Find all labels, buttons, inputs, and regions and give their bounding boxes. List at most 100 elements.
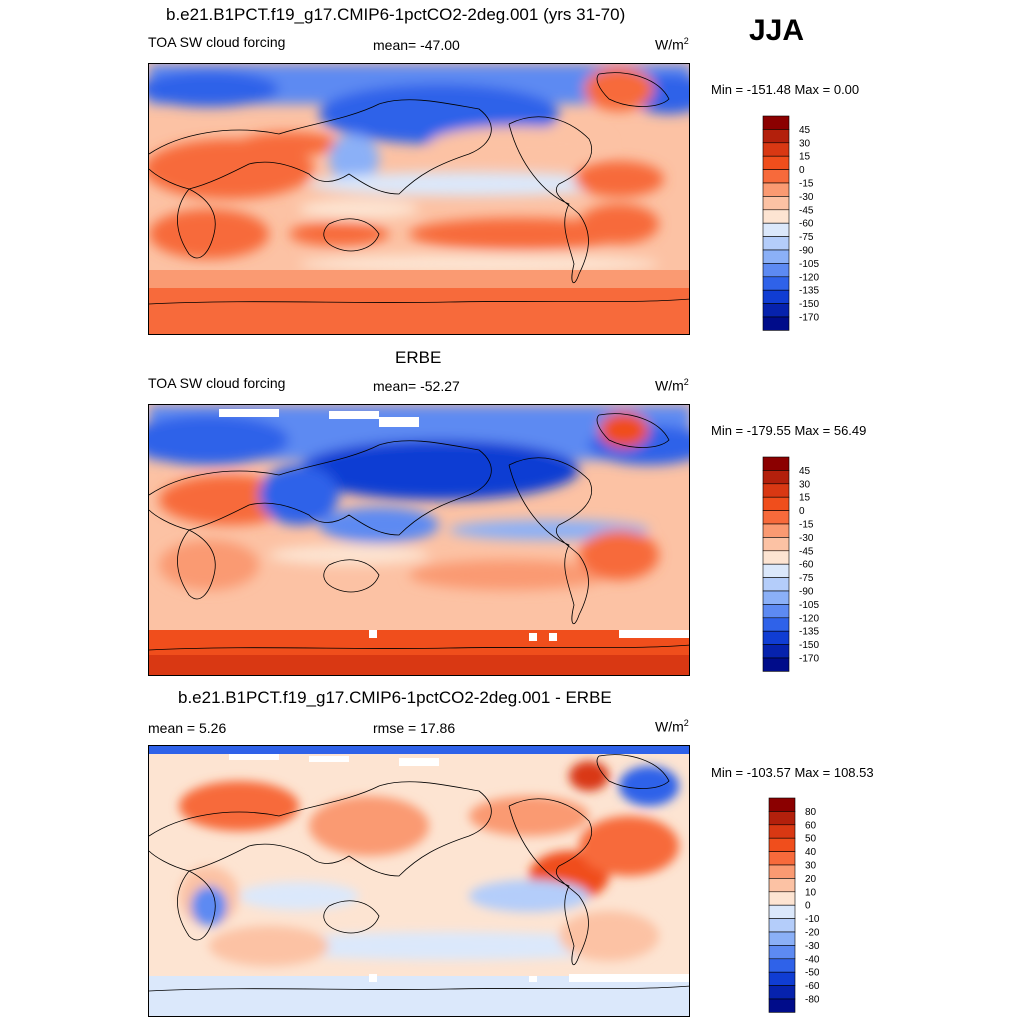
colorbar-swatch [762, 644, 790, 659]
panel-2-variable-label: TOA SW cloud forcing [148, 375, 286, 391]
colorbar-tick-label: -150 [799, 299, 819, 310]
colorbar-swatch [762, 196, 790, 211]
colorbar-tick-label: 45 [799, 125, 811, 136]
colorbar-swatch [768, 891, 796, 906]
panel-3-colorbar: 80 60 50 40 30 20 10 0 -10 -20 -30 -40 -50 -60 -80 [768, 797, 839, 1015]
colorbar-swatch [762, 496, 790, 511]
colorbar-tick-label: -30 [805, 941, 820, 952]
colorbar-svg: 45 30 15 0 -15 -30 -45 -60 -75 -90 -105 -120 -135 -15… [762, 115, 819, 331]
colorbar-tick-label: 30 [799, 479, 811, 490]
colorbar-swatch [762, 604, 790, 619]
colorbar-swatch [768, 851, 796, 866]
colorbar-swatch [762, 470, 790, 485]
colorbar-tick-label: -75 [799, 232, 814, 243]
colorbar-tick-label: 30 [805, 861, 817, 872]
colorbar-tick-label: -20 [805, 928, 820, 939]
colorbar-tick-label: -75 [799, 573, 814, 584]
colorbar-swatch [762, 236, 790, 251]
panel-2-title: ERBE [395, 348, 442, 367]
panel-1-title: b.e21.B1PCT.f19_g17.CMIP6-1pctCO2-2deg.0… [166, 5, 626, 24]
panel-1-variable-label: TOA SW cloud forcing [148, 34, 286, 50]
panel-2-minmax: Min = -179.55 Max = 56.49 [711, 423, 867, 438]
colorbar-swatch [768, 958, 796, 973]
colorbar-swatch [762, 550, 790, 565]
panel-2-mean-label: mean= -52.27 [373, 378, 460, 394]
colorbar-tick-label: 45 [799, 466, 811, 477]
colorbar-swatch [762, 289, 790, 304]
panel-3-units: W/m2 [655, 718, 689, 735]
colorbar-swatch [762, 563, 790, 578]
colorbar-swatch [768, 998, 796, 1013]
colorbar-tick-label: 30 [799, 138, 811, 149]
colorbar-tick-label: -15 [799, 520, 814, 531]
colorbar-tick-label: -40 [805, 954, 820, 965]
season-label: JJA [749, 14, 805, 47]
colorbar-swatch [768, 837, 796, 852]
colorbar-tick-label: 10 [805, 887, 817, 898]
colorbar-swatch [762, 510, 790, 525]
colorbar-tick-label: -150 [799, 640, 819, 651]
colorbar-swatch [762, 182, 790, 197]
colorbar-tick-label: -135 [799, 627, 819, 638]
colorbar-tick-label: -10 [805, 914, 820, 925]
colorbar-swatch [762, 249, 790, 264]
panel-3-title: b.e21.B1PCT.f19_g17.CMIP6-1pctCO2-2deg.0… [178, 688, 612, 707]
colorbar-tick-label: -90 [799, 246, 814, 257]
colorbar-tick-label: -45 [799, 205, 814, 216]
colorbar-tick-label: 0 [805, 901, 811, 912]
colorbar-swatch [762, 169, 790, 184]
colorbar-swatch [768, 811, 796, 826]
colorbar-swatch [762, 537, 790, 552]
colorbar-swatch [762, 263, 790, 278]
colorbar-tick-label: -105 [799, 259, 819, 270]
colorbar-tick-label: -30 [799, 533, 814, 544]
colorbar-tick-label: -50 [805, 968, 820, 979]
colorbar-svg: 80 60 50 40 30 20 10 0 -10 -20 -30 -40 -50 -60 -80 [768, 797, 820, 1013]
panel-3-rmse-label: rmse = 17.86 [373, 720, 456, 736]
colorbar-tick-label: -30 [799, 192, 814, 203]
colorbar-swatch [762, 209, 790, 224]
panel-2-colorbar: 45 30 15 0 -15 -30 -45 -60 -75 -90 -105 -120 -135 -15… [762, 456, 833, 674]
colorbar-tick-label: -80 [805, 995, 820, 1006]
colorbar-swatch [762, 456, 790, 471]
colorbar-tick-label: 15 [799, 152, 811, 163]
colorbar-swatch [762, 657, 790, 672]
colorbar-swatch [768, 864, 796, 879]
colorbar-tick-label: 60 [805, 820, 817, 831]
colorbar-svg: 45 30 15 0 -15 -30 -45 -60 -75 -90 -105 -120 -135 -15… [762, 456, 819, 672]
colorbar-tick-label: -60 [799, 560, 814, 571]
colorbar-swatch [762, 523, 790, 538]
colorbar-tick-label: 20 [805, 874, 817, 885]
colorbar-tick-label: 0 [799, 165, 805, 176]
panel-3-mean-label: mean = 5.26 [148, 720, 227, 736]
colorbar-tick-label: 0 [799, 506, 805, 517]
colorbar-tick-label: -120 [799, 272, 819, 283]
panel-1-units: W/m2 [655, 36, 689, 53]
colorbar-swatch [768, 904, 796, 919]
colorbar-tick-label: 80 [805, 807, 817, 818]
colorbar-swatch [768, 931, 796, 946]
colorbar-swatch [762, 577, 790, 592]
colorbar-swatch [762, 590, 790, 605]
colorbar-swatch [762, 115, 790, 130]
colorbar-swatch [768, 878, 796, 893]
colorbar-tick-label: -15 [799, 179, 814, 190]
colorbar-tick-label: -105 [799, 600, 819, 611]
colorbar-tick-label: -45 [799, 546, 814, 557]
panel-2-map [148, 404, 690, 676]
colorbar-swatch [762, 303, 790, 318]
panel-1-colorbar: 45 30 15 0 -15 -30 -45 -60 -75 -90 -105 -120 -135 -15… [762, 115, 833, 333]
colorbar-swatch [768, 971, 796, 986]
colorbar-swatch [762, 155, 790, 170]
colorbar-swatch [768, 945, 796, 960]
colorbar-swatch [768, 985, 796, 1000]
colorbar-swatch [768, 918, 796, 933]
colorbar-swatch [762, 276, 790, 291]
colorbar-tick-label: -170 [799, 654, 819, 665]
colorbar-tick-label: -60 [805, 981, 820, 992]
colorbar-tick-label: -170 [799, 313, 819, 324]
colorbar-tick-label: -60 [799, 219, 814, 230]
colorbar-swatch [762, 483, 790, 498]
colorbar-swatch [768, 797, 796, 812]
colorbar-tick-label: 15 [799, 493, 811, 504]
